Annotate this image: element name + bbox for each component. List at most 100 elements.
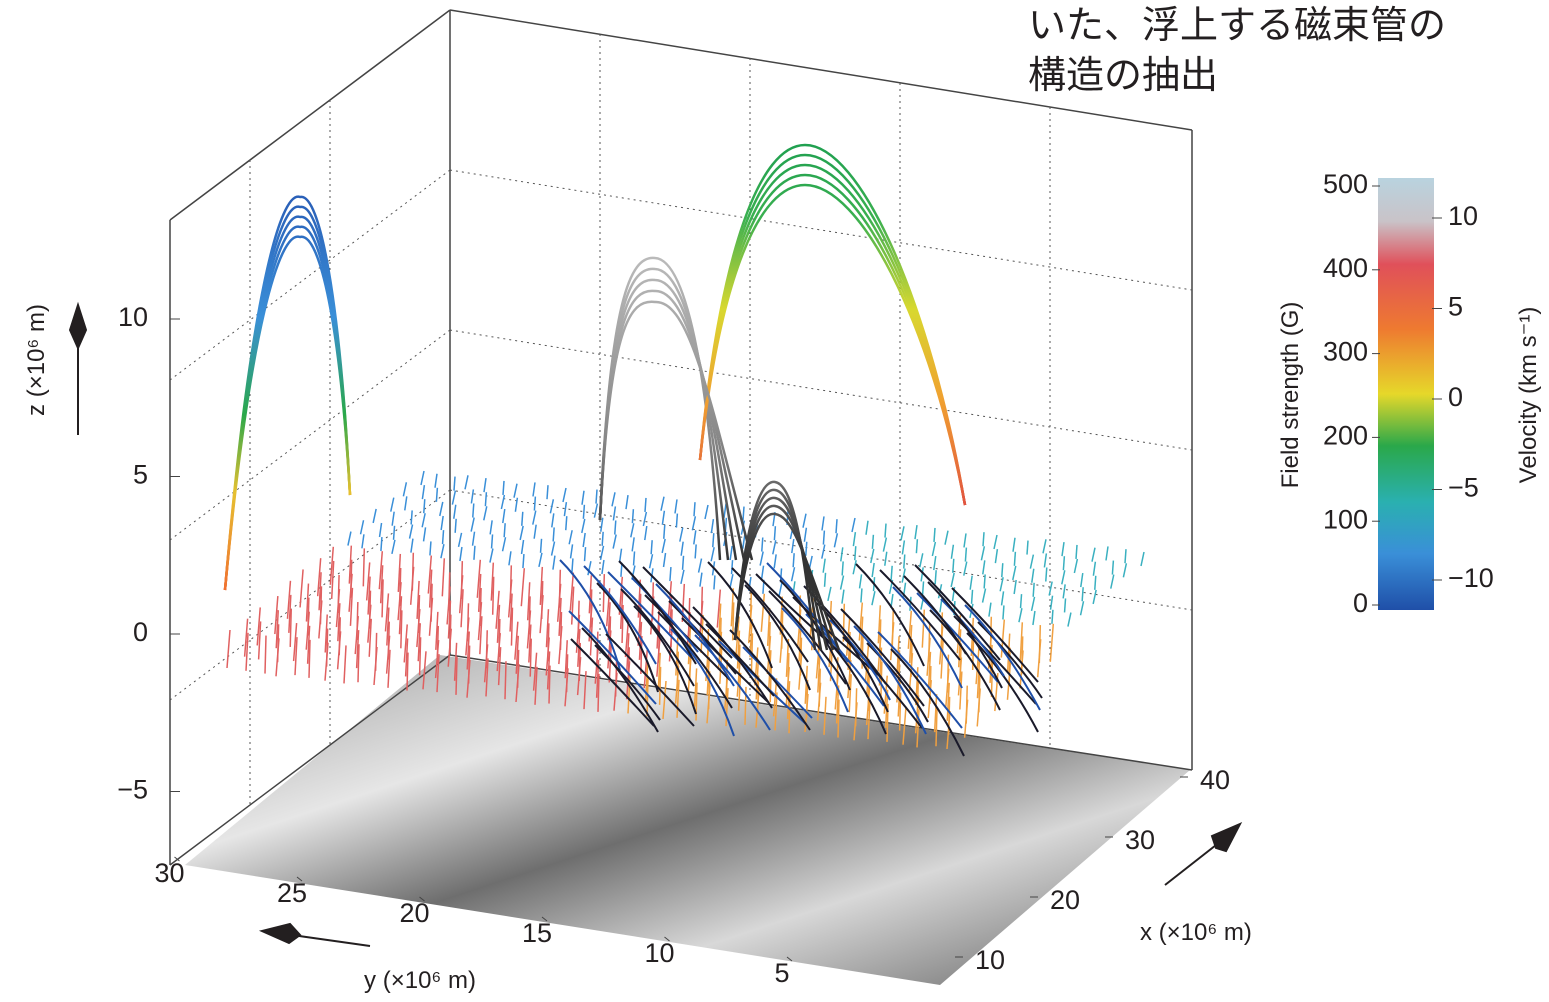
vector bbox=[420, 637, 421, 675]
field-line bbox=[700, 145, 965, 505]
vector bbox=[598, 674, 599, 712]
vector bbox=[945, 531, 948, 545]
vector bbox=[465, 475, 468, 489]
vector bbox=[541, 539, 542, 553]
vector bbox=[348, 532, 351, 546]
caption-line: 構造の抽出 bbox=[1028, 55, 1218, 97]
field-line bbox=[700, 155, 965, 505]
vector bbox=[394, 526, 395, 540]
figure: いた、浮上する磁束管の構造の抽出−50510z (×10⁶ m)30252015… bbox=[0, 0, 1549, 997]
field-line bbox=[225, 207, 350, 590]
vector bbox=[1032, 597, 1035, 611]
vector bbox=[509, 551, 511, 565]
vector bbox=[613, 506, 615, 520]
vector bbox=[534, 497, 535, 511]
vector bbox=[583, 505, 584, 519]
vector bbox=[711, 519, 713, 533]
vector bbox=[484, 506, 487, 520]
z-tick-label: 5 bbox=[133, 460, 148, 490]
vector bbox=[676, 514, 677, 528]
vector bbox=[935, 570, 936, 584]
vector bbox=[872, 591, 875, 605]
vector bbox=[380, 523, 382, 537]
vector bbox=[1051, 596, 1053, 610]
vector bbox=[504, 523, 505, 537]
vector bbox=[836, 519, 837, 533]
vector bbox=[662, 511, 664, 525]
vector bbox=[373, 509, 376, 523]
page: {"caption": ["いた、浮上する磁束管の", "構造の抽出"], "a… bbox=[0, 0, 1549, 997]
vector bbox=[664, 553, 666, 567]
vector bbox=[872, 563, 874, 577]
vector bbox=[401, 610, 402, 648]
vector bbox=[522, 512, 523, 526]
vector bbox=[1062, 542, 1064, 556]
vector bbox=[585, 547, 586, 561]
vector bbox=[774, 554, 776, 568]
vector bbox=[1044, 553, 1046, 567]
vector bbox=[442, 558, 444, 596]
vector bbox=[454, 505, 456, 519]
vector bbox=[1062, 570, 1065, 584]
colorbar-right-label: −10 bbox=[1448, 563, 1494, 593]
vector bbox=[804, 528, 806, 542]
z-tick-label: 10 bbox=[118, 302, 148, 332]
vector bbox=[861, 588, 862, 602]
vector bbox=[660, 667, 661, 705]
vector bbox=[670, 567, 671, 581]
vector bbox=[501, 495, 504, 509]
vector bbox=[934, 556, 936, 570]
colorbar-left-label: 300 bbox=[1323, 337, 1368, 367]
vector bbox=[441, 516, 443, 530]
vector bbox=[1065, 598, 1066, 612]
vector bbox=[714, 575, 715, 589]
vector bbox=[762, 566, 764, 580]
z-tick-label: 0 bbox=[133, 617, 148, 647]
vector bbox=[645, 498, 646, 512]
colorbar-left-label: 0 bbox=[1353, 588, 1368, 618]
colorbar-left-label: 200 bbox=[1323, 421, 1368, 451]
vector bbox=[1014, 580, 1016, 594]
vector bbox=[696, 683, 697, 721]
vector bbox=[1052, 610, 1053, 624]
vector bbox=[1095, 576, 1096, 590]
vector bbox=[503, 481, 504, 495]
vector bbox=[825, 573, 826, 587]
vector bbox=[1014, 552, 1015, 566]
vector bbox=[381, 537, 382, 551]
vector bbox=[582, 491, 584, 505]
y-tick-label: 20 bbox=[399, 898, 429, 928]
vector bbox=[443, 530, 444, 544]
vector bbox=[422, 513, 425, 527]
vector bbox=[872, 535, 873, 549]
vector bbox=[553, 556, 555, 570]
vector bbox=[713, 533, 714, 547]
vector bbox=[382, 579, 383, 617]
vector bbox=[984, 574, 985, 588]
vector bbox=[651, 540, 652, 554]
vector bbox=[422, 485, 424, 499]
field-line bbox=[608, 572, 692, 658]
vector bbox=[842, 561, 843, 575]
vector bbox=[1050, 624, 1053, 662]
vector bbox=[730, 574, 733, 588]
vector bbox=[953, 559, 954, 573]
vector bbox=[634, 551, 635, 565]
field-line bbox=[225, 197, 350, 590]
vector bbox=[770, 664, 771, 702]
vector bbox=[732, 560, 733, 574]
vector bbox=[883, 538, 886, 552]
vector bbox=[539, 553, 542, 567]
vector bbox=[582, 519, 585, 533]
vector bbox=[1092, 548, 1095, 562]
vector bbox=[522, 540, 524, 554]
vector bbox=[855, 546, 856, 560]
vector bbox=[583, 533, 585, 547]
vector bbox=[853, 532, 855, 546]
field-lines bbox=[225, 145, 1042, 756]
vector bbox=[661, 497, 664, 511]
vector bbox=[602, 560, 604, 574]
vector bbox=[569, 530, 572, 544]
vector bbox=[454, 477, 455, 491]
x-tick-label: 10 bbox=[975, 945, 1005, 975]
